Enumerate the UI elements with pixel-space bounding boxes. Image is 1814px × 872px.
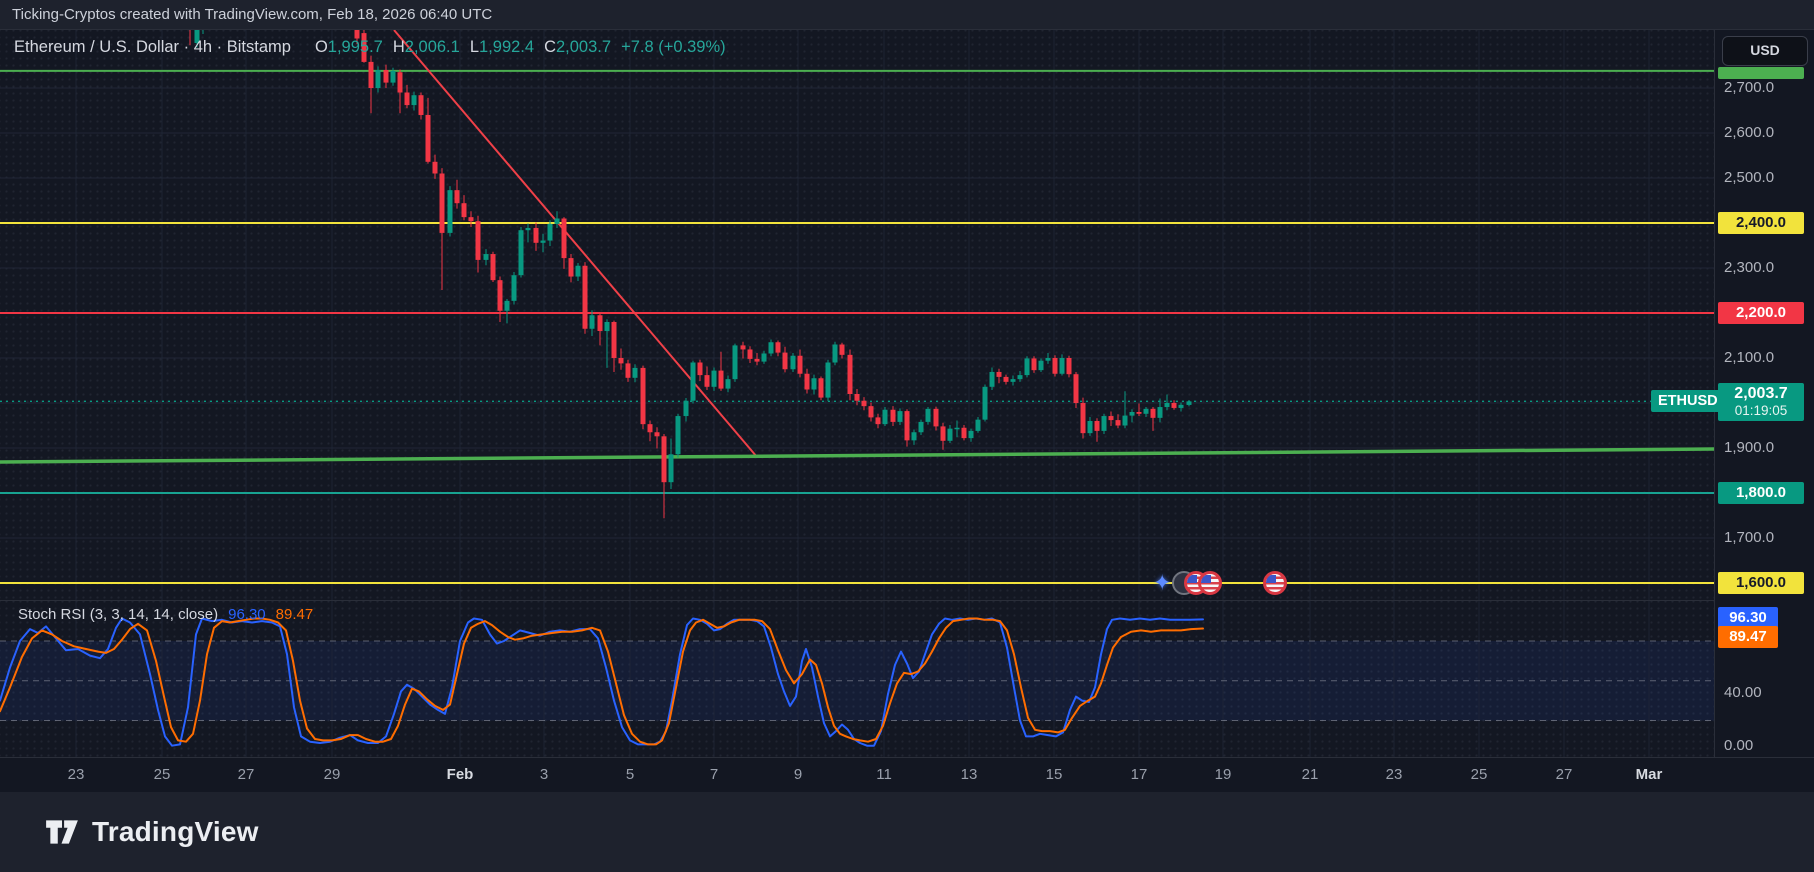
time-axis-tick: 5 — [625, 766, 635, 783]
price-axis[interactable]: USD 2,700.0 2,600.0 2,500.0 2,300.0 2,100.0 1… — [1714, 30, 1814, 792]
price-level-label: 1,800.0 — [1718, 482, 1804, 504]
time-axis-tick: 25 — [1470, 766, 1488, 783]
currency-toggle-button[interactable]: USD — [1722, 36, 1808, 66]
time-axis[interactable]: 23 25 27 29 Feb 3 5 7 9 11 13 15 17 19 21 23 25 27 Mar — [0, 757, 1814, 792]
time-axis-tick: 7 — [709, 766, 719, 783]
time-axis-tick: 23 — [1385, 766, 1403, 783]
price-axis-tick: 2,700.0 — [1724, 79, 1775, 96]
price-level-label: 2,400.0 — [1718, 212, 1804, 234]
time-axis-tick: 19 — [1214, 766, 1232, 783]
candlestick-canvas[interactable] — [0, 30, 1714, 600]
time-axis-tick: Mar — [1635, 766, 1663, 783]
price-axis-tick: 2,100.0 — [1724, 349, 1775, 366]
us-flag-event-icon[interactable] — [1198, 571, 1222, 595]
tradingview-logo-icon — [46, 820, 78, 844]
time-axis-tick: 21 — [1301, 766, 1319, 783]
tradingview-logo-text: TradingView — [92, 816, 259, 847]
bottom-brand-bar: TradingView — [0, 792, 1814, 872]
stoch-rsi-canvas[interactable] — [0, 601, 1714, 758]
time-axis-tick: 27 — [237, 766, 255, 783]
time-axis-tick: 29 — [323, 766, 341, 783]
last-price-symbol-tag: ETHUSD — [1651, 390, 1725, 413]
us-flag-event-icon[interactable] — [1263, 571, 1287, 595]
price-axis-tick: 2,300.0 — [1724, 259, 1775, 276]
time-axis-tick: Feb — [446, 766, 474, 783]
time-axis-tick: 17 — [1130, 766, 1148, 783]
tradingview-logo[interactable]: TradingView — [44, 814, 259, 850]
price-axis-tick: 1,900.0 — [1724, 439, 1775, 456]
time-axis-tick: 25 — [153, 766, 171, 783]
price-pane[interactable]: Ethereum / U.S. Dollar · 4h · Bitstamp O1… — [0, 30, 1725, 600]
last-price-label: 2,003.7 01:19:05 — [1718, 383, 1804, 422]
indicator-axis-tick: 40.00 — [1724, 684, 1762, 701]
last-price-value: 2,003.7 — [1734, 385, 1788, 403]
clipped-green-price-label — [1718, 66, 1804, 79]
price-axis-tick: 2,500.0 — [1724, 169, 1775, 186]
attribution-text: Ticking-Cryptos created with TradingView… — [12, 6, 493, 23]
sparkle-icon[interactable]: ✦ — [1153, 570, 1172, 595]
indicator-k-label: 96.30 — [1718, 607, 1778, 630]
price-axis-tick: 2,600.0 — [1724, 124, 1775, 141]
indicator-axis-tick: 0.00 — [1724, 737, 1754, 754]
price-axis-tick: 1,700.0 — [1724, 529, 1775, 546]
time-axis-tick: 23 — [67, 766, 85, 783]
candle-countdown: 01:19:05 — [1734, 403, 1788, 419]
price-level-label: 2,200.0 — [1718, 302, 1804, 324]
time-axis-tick: 11 — [876, 766, 892, 783]
time-axis-tick: 15 — [1045, 766, 1063, 783]
price-level-label: 1,600.0 — [1718, 572, 1804, 594]
attribution-bar: Ticking-Cryptos created with TradingView… — [0, 0, 1814, 30]
time-axis-tick: 27 — [1555, 766, 1573, 783]
time-axis-tick: 3 — [539, 766, 549, 783]
indicator-d-label: 89.47 — [1718, 626, 1778, 649]
time-axis-tick: 13 — [960, 766, 978, 783]
stoch-rsi-pane[interactable]: Stoch RSI (3, 3, 14, 14, close) 96.30 89.4… — [0, 600, 1714, 758]
time-axis-tick: 9 — [793, 766, 803, 783]
